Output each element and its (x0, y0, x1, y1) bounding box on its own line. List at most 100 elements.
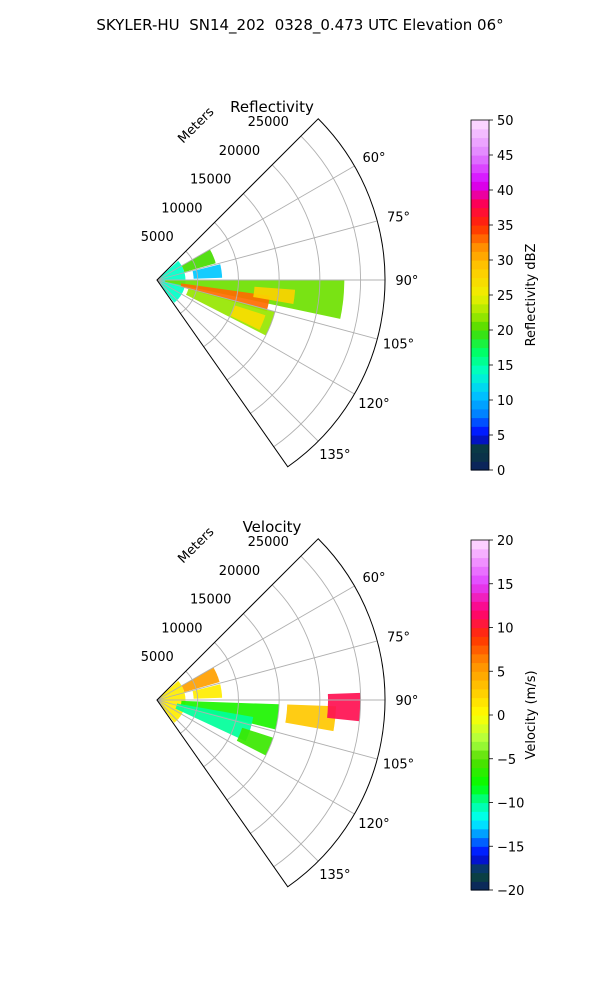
range-ring (250, 164, 321, 414)
range-tick-label: 20000 (219, 564, 260, 579)
colorbar-segment (471, 741, 489, 751)
colorbar-segment (471, 785, 489, 795)
azimuth-tick-label: 90° (395, 274, 418, 289)
colorbar-segment (471, 286, 489, 296)
echo-region (192, 264, 223, 279)
colorbar-segment (471, 793, 489, 804)
azimuth-spoke (156, 165, 355, 281)
echo-region (236, 727, 274, 756)
azimuth-spoke (156, 699, 378, 760)
colorbar-tick-label: 5 (497, 665, 505, 680)
range-tick-label: 10000 (161, 201, 202, 216)
colorbar-segment (471, 618, 489, 629)
colorbar-segment (471, 671, 489, 681)
range-tick-label: 10000 (161, 621, 202, 636)
colorbar-segment (471, 312, 489, 322)
azimuth-spoke (156, 585, 355, 701)
colorbar-tick-label: 35 (497, 219, 514, 234)
colorbar-segment (471, 356, 489, 366)
colorbar-segment (471, 137, 489, 147)
range-tick-label: 5000 (141, 230, 174, 245)
colorbar-segment (471, 767, 489, 777)
colorbar-segment (471, 820, 489, 830)
polar-frame (156, 118, 386, 468)
azimuth-tick-label: 60° (362, 151, 385, 166)
colorbar-segment (471, 592, 489, 602)
echo-region (285, 704, 336, 732)
panel-title: Reflectivity (230, 98, 314, 116)
azimuth-tick-label: 135° (319, 448, 350, 463)
colorbar-segment (471, 662, 489, 672)
colorbar-segment (471, 855, 489, 865)
colorbar-tick-label: 50 (497, 114, 514, 129)
colorbar-tick-label: 15 (497, 359, 514, 374)
colorbar-segment (471, 575, 489, 585)
azimuth-spoke (156, 699, 355, 815)
colorbar-segment (471, 426, 489, 436)
colorbar-segment (471, 216, 489, 226)
azimuth-spoke (156, 279, 319, 442)
echo-region (253, 286, 296, 304)
colorbar-segment (471, 811, 489, 821)
range-axis-label: Meters (175, 524, 217, 566)
colorbar-tick-label: 0 (497, 709, 505, 724)
azimuth-spoke (156, 220, 378, 281)
colorbar-tick-label: 25 (497, 289, 514, 304)
range-ring (203, 642, 239, 768)
echo-region (175, 703, 254, 742)
range-tick-label: 15000 (190, 173, 231, 188)
colorbar-segment (471, 120, 489, 130)
colorbar-segment (471, 382, 489, 392)
colorbar-segment (471, 303, 489, 314)
colorbar-segment (471, 330, 489, 340)
colorbar-tick-label: 10 (497, 394, 514, 409)
colorbar-segment (471, 128, 489, 139)
azimuth-tick-label: 75° (387, 210, 410, 225)
colorbar-tick-label: 40 (497, 184, 514, 199)
colorbar-segment (471, 452, 489, 462)
azimuth-tick-label: 105° (383, 758, 414, 773)
colorbar-tick-label: 0 (497, 464, 505, 479)
colorbar-tick-label: 20 (497, 534, 514, 549)
range-tick-label: 25000 (248, 115, 289, 130)
colorbar-segment (471, 155, 489, 165)
colorbar-segment (471, 566, 489, 576)
colorbar-segment (471, 540, 489, 550)
colorbar-tick-label: 45 (497, 149, 514, 164)
echo-region (327, 692, 361, 722)
colorbar-segment (471, 365, 489, 375)
reflectivity-panel: Reflectivity 5000 10000 15000 20000 25000 Mete… (141, 98, 539, 479)
velocity-panel: Velocity 5000 10000 15000 20000 25000 Meters 60… (141, 518, 539, 899)
colorbar-tick-label: −15 (497, 840, 524, 855)
colorbar-segment (471, 233, 489, 244)
colorbar-segment (471, 548, 489, 559)
colorbar-label: Reflectivity dBZ (524, 244, 539, 347)
colorbar-segment (471, 636, 489, 646)
colorbar-segment (471, 461, 489, 471)
colorbar-segment (471, 347, 489, 357)
colorbar-segment (471, 645, 489, 655)
colorbar-segment (471, 295, 489, 305)
colorbar-tick-label: 5 (497, 429, 505, 444)
colorbar-segment (471, 627, 489, 637)
colorbar-label: Velocity (m/s) (524, 670, 539, 759)
azimuth-spoke (156, 640, 378, 701)
colorbar-segment (471, 260, 489, 270)
azimuth-spoke (156, 279, 355, 395)
azimuth-tick-label: 60° (362, 571, 385, 586)
colorbar-tick-label: −5 (497, 753, 516, 768)
colorbar-segment (471, 715, 489, 725)
colorbar-segment (471, 181, 489, 191)
colorbar-segment (471, 872, 489, 882)
colorbar-tick-label: −10 (497, 797, 524, 812)
colorbar-segment (471, 443, 489, 454)
colorbar-tick-label: 15 (497, 578, 514, 593)
colorbar-segment (471, 242, 489, 252)
colorbar-segment (471, 391, 489, 401)
colorbar-segment (471, 225, 489, 235)
colorbar-segment (471, 706, 489, 716)
range-ring (226, 613, 280, 801)
colorbar-segment (471, 837, 489, 847)
panel-title: Velocity (243, 518, 302, 536)
